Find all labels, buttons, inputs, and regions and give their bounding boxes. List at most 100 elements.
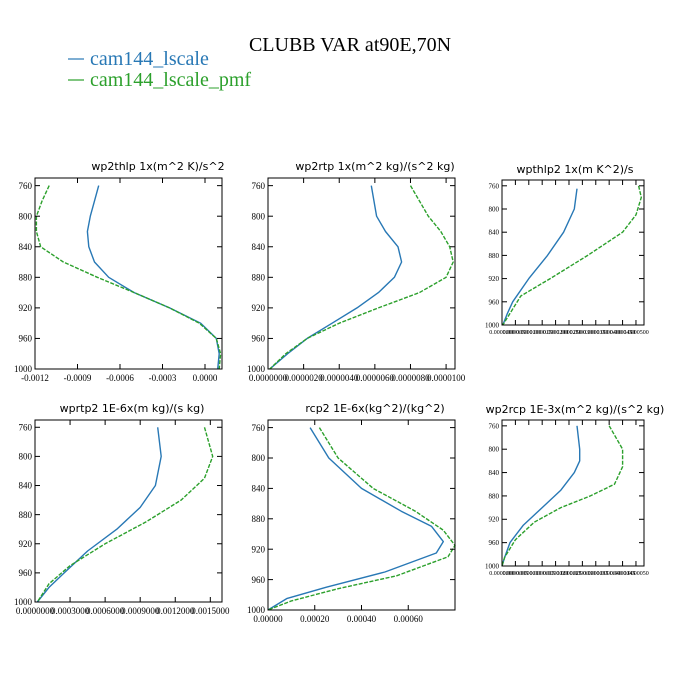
y-tick-label: 1000: [485, 562, 500, 570]
series-line-lscale: [501, 425, 581, 567]
x-tick-label: 0.0000000: [249, 373, 288, 383]
x-tick-label: -0.0009: [64, 373, 92, 383]
plot-frame: [501, 179, 645, 326]
x-tick-label: 0.0000350: [583, 330, 609, 336]
plot-frame: [34, 177, 223, 370]
y-tick-label: 840: [489, 229, 500, 237]
x-tick-label: 0.0003000: [51, 606, 90, 616]
y-tick-label: 840: [252, 242, 266, 252]
series-line-lscale-pmf: [502, 185, 642, 326]
x-tick-label: 0.0000020: [284, 373, 323, 383]
x-tick-label: 0.0000050: [503, 330, 529, 336]
panel-6: wp2rcp 1E-3x(m^2 kg)/(s^2 kg) 760 800 840 88…: [485, 403, 664, 577]
y-tick-label: 840: [252, 484, 266, 494]
y-tick-label: 960: [489, 298, 500, 306]
panel-3: wpthlp2 1x(m K^2)/s 760 800 840 880 920 960 100…: [485, 163, 649, 336]
y-tick-label: 800: [252, 453, 266, 463]
y-tick-label: 960: [19, 334, 33, 344]
y-tick-label: 880: [19, 510, 33, 520]
x-tick-label: 0.0000015: [529, 571, 555, 577]
y-tick-label: 1000: [247, 364, 266, 374]
x-tick-label: 0.0000040: [596, 571, 622, 577]
panel-4: wprtp2 1E-6x(m kg)/(s kg) 760 800 840 880 920…: [14, 402, 230, 616]
y-tick-label: 880: [252, 272, 266, 282]
x-tick-label: 0.0012000: [156, 606, 195, 616]
y-tick-label: 880: [252, 514, 266, 524]
plot-frame: [501, 419, 645, 567]
x-tick-label: 0.0000: [193, 373, 218, 383]
series-line-lscale: [36, 427, 162, 603]
x-tick-label: 0.0000100: [427, 373, 466, 383]
y-tick-label: 960: [489, 539, 500, 547]
x-tick-label: 0.0000025: [556, 571, 582, 577]
legend-label: cam144_lscale: [90, 48, 209, 70]
series-line-lscale: [86, 185, 220, 370]
y-tick-label: 760: [489, 182, 500, 190]
panel-1: wp2thlp 1x(m^2 K)/s^2 760 800 840 880 920 960 1…: [14, 160, 225, 383]
x-tick-label: 0.00000: [253, 614, 283, 624]
series-line-lscale-pmf: [35, 185, 222, 370]
y-tick-label: 800: [19, 452, 33, 462]
x-tick-label: 0.0000080: [391, 373, 430, 383]
panel-title: wp2rcp 1E-3x(m^2 kg)/(s^2 kg): [486, 403, 665, 416]
plot-frame: [34, 419, 223, 603]
x-tick-label: -0.0012: [21, 373, 49, 383]
y-tick-label: 840: [489, 469, 500, 477]
panel-5: rcp2 1E-6x(kg^2)/(kg^2) 760 800 840 880 920 96…: [247, 402, 456, 624]
x-tick-label: 0.0006000: [86, 606, 125, 616]
y-tick-label: 760: [19, 422, 33, 432]
y-tick-label: 880: [489, 252, 500, 260]
x-tick-label: 0.0000150: [529, 330, 555, 336]
x-tick-label: 0.0000040: [320, 373, 359, 383]
x-tick-label: 0.0000000: [489, 330, 515, 336]
x-tick-label: 0.0000030: [570, 571, 596, 577]
x-tick-label: 0.00060: [394, 614, 424, 624]
x-tick-label: -0.0003: [149, 373, 177, 383]
panel-title: wprtp2 1E-6x(m kg)/(s kg): [60, 402, 205, 415]
series-line-lscale: [502, 188, 578, 326]
figure-title: CLUBB VAR at90E,70N: [249, 34, 451, 56]
panels: wp2thlp 1x(m^2 K)/s^2 760 800 840 880 920 960 1…: [14, 160, 664, 624]
panel-2: wp2rtp 1x(m^2 kg)/(s^2 kg) 760 800 840 880 92…: [247, 160, 466, 383]
y-tick-label: 920: [252, 303, 266, 313]
y-tick-label: 760: [19, 181, 33, 191]
y-tick-label: 1000: [247, 605, 266, 615]
x-tick-label: 0.0000000: [16, 606, 55, 616]
x-tick-label: 0.0000400: [596, 330, 622, 336]
x-tick-label: 0.0000100: [516, 330, 542, 336]
panel-title: rcp2 1E-6x(kg^2)/(kg^2): [305, 402, 444, 415]
x-tick-label: 0.0000045: [610, 571, 636, 577]
series-line-lscale-pmf: [267, 427, 456, 611]
x-tick-label: 0.0000200: [543, 330, 569, 336]
y-tick-label: 920: [489, 275, 500, 283]
y-tick-label: 1000: [14, 597, 33, 607]
y-tick-label: 920: [489, 516, 500, 524]
y-tick-label: 840: [19, 481, 33, 491]
y-tick-label: 920: [19, 539, 33, 549]
series-line-lscale-pmf: [501, 425, 624, 567]
y-tick-label: 800: [489, 446, 500, 454]
panel-title: wp2thlp 1x(m^2 K)/s^2: [91, 160, 224, 173]
x-tick-label: 0.0000050: [623, 571, 649, 577]
plot-frame: [267, 419, 456, 611]
x-tick-label: 0.00040: [347, 614, 377, 624]
x-tick-label: 0.0000500: [623, 330, 649, 336]
x-tick-label: 0.0000300: [570, 330, 596, 336]
x-tick-label: 0.0015000: [191, 606, 230, 616]
y-tick-label: 880: [489, 492, 500, 500]
y-tick-label: 960: [19, 568, 33, 578]
series-line-lscale: [267, 427, 444, 611]
panel-title: wp2rtp 1x(m^2 kg)/(s^2 kg): [295, 160, 454, 173]
y-tick-label: 1000: [14, 364, 33, 374]
series-line-lscale: [269, 185, 403, 370]
y-tick-label: 840: [19, 242, 33, 252]
x-tick-label: 0.0000005: [503, 571, 529, 577]
x-tick-label: 0.0000020: [543, 571, 569, 577]
y-tick-label: 760: [489, 422, 500, 430]
x-tick-label: 0.0000250: [556, 330, 582, 336]
y-tick-label: 800: [252, 211, 266, 221]
legend-label: cam144_lscale_pmf: [90, 69, 251, 91]
x-tick-label: 0.0000450: [610, 330, 636, 336]
